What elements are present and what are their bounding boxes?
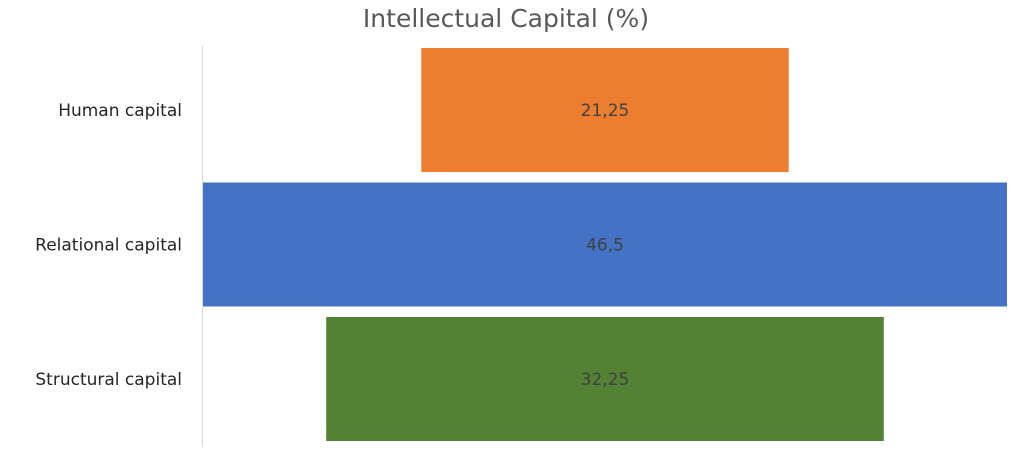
data-label-human-capital: 21,25: [581, 101, 630, 121]
chart-title: Intellectual Capital (%): [363, 4, 649, 33]
category-label-relational-capital: Relational capital: [35, 236, 182, 256]
category-label-human-capital: Human capital: [58, 101, 182, 121]
data-label-relational-capital: 46,5: [586, 236, 624, 256]
data-label-structural-capital: 32,25: [581, 370, 630, 390]
bar-relational-capital: [203, 182, 1007, 307]
bar-group: 21,25 Human capital 46,5 Relational capital…: [35, 48, 1007, 441]
bar-structural-capital: [326, 317, 884, 441]
bar-human-capital: [421, 48, 789, 172]
category-label-structural-capital: Structural capital: [35, 370, 182, 390]
